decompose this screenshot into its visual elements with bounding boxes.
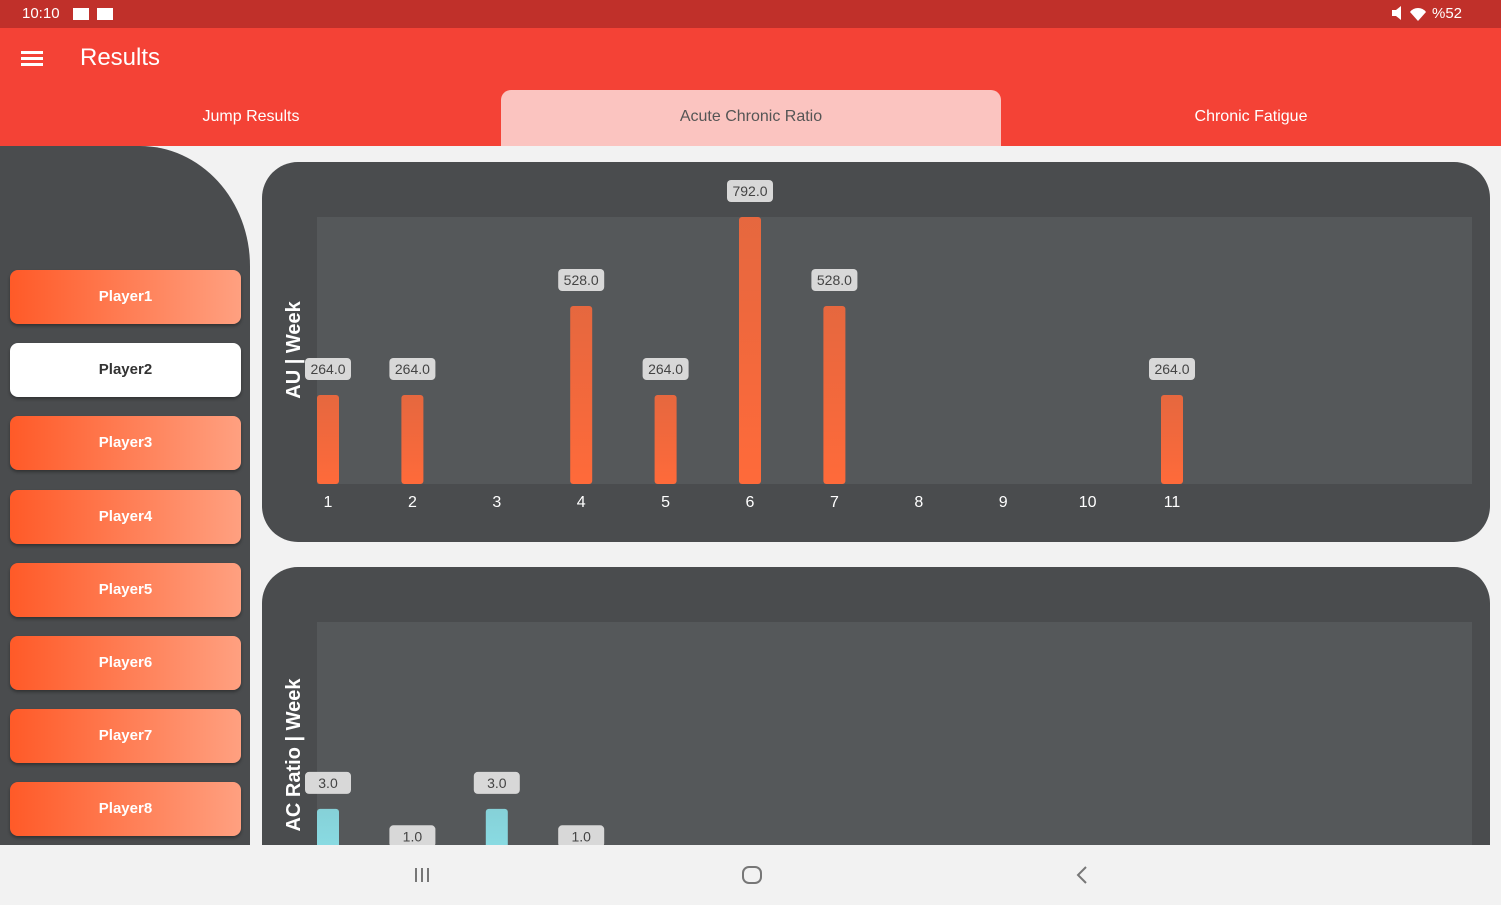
player-button[interactable]: Player6: [10, 636, 241, 690]
bar: [485, 808, 508, 845]
bar: [654, 395, 677, 484]
value-label: 3.0: [487, 775, 507, 791]
x-tick-label: 1: [324, 494, 333, 511]
x-tick-label: 4: [577, 494, 586, 511]
player-button[interactable]: Player2: [10, 343, 241, 398]
nav-icons: [415, 866, 1087, 884]
status-time: 10:10: [22, 5, 60, 22]
value-label-box: [727, 180, 773, 202]
bar: [1161, 395, 1183, 484]
app-title: Results: [80, 44, 161, 71]
menu-button[interactable]: [21, 50, 43, 68]
chart-panel: AU | Week 1 264.0 2 264.0 3 4 528.0 5 264.0 6 792.0…: [262, 162, 1490, 542]
x-tick-label: 9: [999, 494, 1008, 511]
nav-bar: [0, 845, 1501, 900]
player-button[interactable]: Player1: [10, 270, 241, 324]
plot-area: [317, 622, 1472, 845]
value-label: 792.0: [732, 183, 767, 199]
value-label-box: [473, 771, 520, 794]
y-axis-title: AU | Week: [283, 300, 305, 398]
value-label-box: [1149, 358, 1195, 380]
plot-area: [317, 217, 1472, 484]
bar: [823, 306, 846, 484]
value-label: 3.0: [318, 775, 338, 791]
value-label: 264.0: [1154, 361, 1189, 377]
chart: AC Ratio | Week 3.0 1.0 3.0 1.0: [283, 622, 1472, 845]
value-label: 1.0: [571, 828, 591, 844]
bar: [570, 306, 593, 484]
status-icons: [73, 8, 113, 20]
x-tick-label: 2: [408, 494, 417, 511]
player-button[interactable]: Player4: [10, 489, 241, 544]
player-button[interactable]: Player5: [10, 562, 241, 617]
bar: [401, 395, 424, 484]
status-bar: 10:10 %52: [0, 0, 1501, 28]
value-label: 264.0: [395, 361, 430, 377]
bar: [739, 217, 761, 484]
chart-panel: AC Ratio | Week 3.0 1.0 3.0 1.0: [262, 567, 1490, 845]
value-label-box: [305, 771, 351, 794]
chart-area: AU | Week 1 264.0 2 264.0 3 4 528.0 5 264.0 6 792.0…: [250, 146, 1501, 845]
value-label: 1.0: [403, 828, 423, 844]
value-label-box: [811, 269, 858, 291]
x-tick-label: 8: [914, 494, 923, 511]
tab[interactable]: Chronic Fatigue: [1194, 108, 1308, 125]
value-label: 528.0: [564, 272, 599, 288]
player-list: Player1 Player2 Player3 Player4 Player5 Playe…: [0, 146, 250, 845]
tab[interactable]: Acute Chronic Ratio: [501, 90, 1001, 146]
y-axis-title: AC Ratio | Week: [283, 678, 305, 832]
bar: [317, 808, 339, 845]
value-label-box: [305, 358, 351, 380]
x-tick-label: 10: [1079, 494, 1097, 511]
value-label-box: [558, 825, 605, 845]
value-label: 264.0: [648, 361, 683, 377]
x-tick-label: 11: [1164, 494, 1181, 511]
player-button[interactable]: Player3: [10, 416, 241, 471]
x-tick-label: 3: [492, 494, 501, 511]
x-tick-label: 5: [661, 494, 670, 511]
x-tick-label: 7: [830, 494, 839, 511]
value-label: 264.0: [310, 361, 345, 377]
player-button[interactable]: Player7: [10, 709, 241, 764]
x-tick-label: 6: [746, 494, 755, 511]
chart: AU | Week 1 264.0 2 264.0 3 4 528.0 5 264.0 6 792.0…: [283, 180, 1472, 511]
status-battery: %52: [1432, 5, 1463, 22]
value-label-box: [642, 358, 689, 380]
tab[interactable]: Jump Results: [202, 108, 300, 125]
value-label-box: [558, 269, 605, 291]
value-label-box: [389, 825, 436, 845]
value-label-box: [389, 358, 436, 380]
bar: [317, 395, 339, 484]
value-label: 528.0: [817, 272, 852, 288]
player-button[interactable]: Player8: [10, 782, 241, 837]
status-icons: [1392, 6, 1426, 21]
